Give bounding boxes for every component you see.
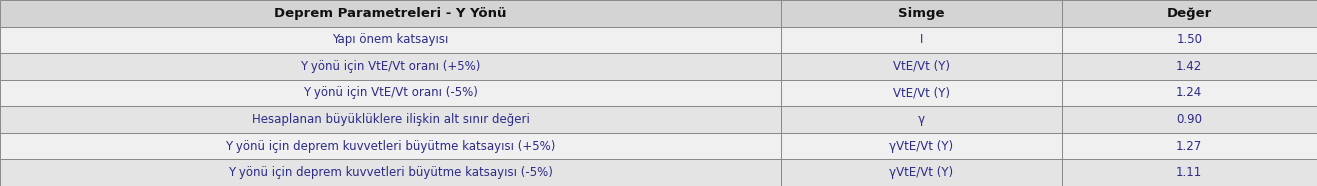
Text: γVtE/Vt (Y): γVtE/Vt (Y) [889, 140, 954, 153]
Bar [781, 80, 1062, 106]
Text: 1.42: 1.42 [1176, 60, 1202, 73]
Text: I: I [919, 33, 923, 46]
Bar [1062, 159, 1317, 186]
Bar [781, 133, 1062, 159]
Bar [0, 27, 781, 53]
Text: 1.11: 1.11 [1176, 166, 1202, 179]
Text: Y yönü için VtE/Vt oranı (+5%): Y yönü için VtE/Vt oranı (+5%) [300, 60, 481, 73]
Text: Hesaplanan büyüklüklere ilişkin alt sınır değeri: Hesaplanan büyüklüklere ilişkin alt sını… [252, 113, 529, 126]
Text: Yapı önem katsayısı: Yapı önem katsayısı [332, 33, 449, 46]
Bar [0, 159, 781, 186]
Bar [781, 159, 1062, 186]
Bar [781, 27, 1062, 53]
Bar [1062, 0, 1317, 27]
Bar [1062, 27, 1317, 53]
Text: Y yönü için deprem kuvvetleri büyütme katsayısı (-5%): Y yönü için deprem kuvvetleri büyütme ka… [228, 166, 553, 179]
Bar [781, 106, 1062, 133]
Text: Y yönü için VtE/Vt oranı (-5%): Y yönü için VtE/Vt oranı (-5%) [303, 86, 478, 100]
Bar [781, 53, 1062, 80]
Bar [1062, 53, 1317, 80]
Bar [1062, 133, 1317, 159]
Text: γVtE/Vt (Y): γVtE/Vt (Y) [889, 166, 954, 179]
Text: γ: γ [918, 113, 925, 126]
Text: Simge: Simge [898, 7, 944, 20]
Bar [0, 53, 781, 80]
Text: Deprem Parametreleri - Y Yönü: Deprem Parametreleri - Y Yönü [274, 7, 507, 20]
Text: 1.27: 1.27 [1176, 140, 1202, 153]
Text: 1.24: 1.24 [1176, 86, 1202, 100]
Bar [1062, 106, 1317, 133]
Bar [0, 80, 781, 106]
Text: 1.50: 1.50 [1176, 33, 1202, 46]
Bar [1062, 80, 1317, 106]
Text: Değer: Değer [1167, 7, 1212, 20]
Bar [0, 0, 781, 27]
Text: VtE/Vt (Y): VtE/Vt (Y) [893, 60, 950, 73]
Text: Y yönü için deprem kuvvetleri büyütme katsayısı (+5%): Y yönü için deprem kuvvetleri büyütme ka… [225, 140, 556, 153]
Bar [0, 133, 781, 159]
Text: 0.90: 0.90 [1176, 113, 1202, 126]
Bar [781, 0, 1062, 27]
Text: VtE/Vt (Y): VtE/Vt (Y) [893, 86, 950, 100]
Bar [0, 106, 781, 133]
